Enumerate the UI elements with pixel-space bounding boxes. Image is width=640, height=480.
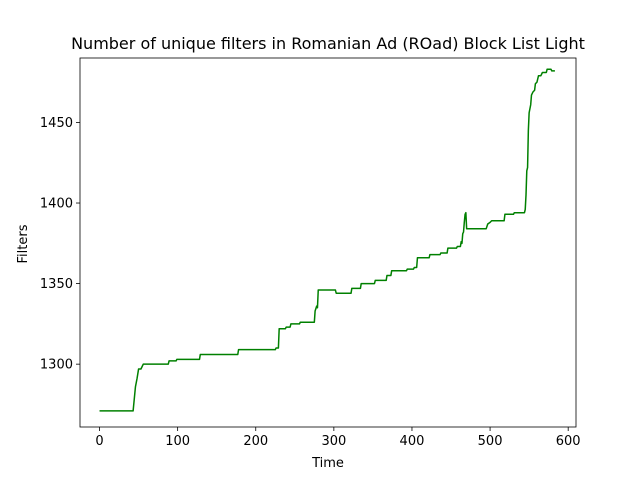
x-tick-label: 0 [95,434,103,449]
x-tick-label: 600 [556,434,581,449]
y-tick-label: 1300 [40,358,73,373]
y-tick-label: 1350 [40,277,73,292]
x-tick-label: 300 [321,434,346,449]
x-tick-label: 100 [165,434,190,449]
y-tick-label: 1450 [40,116,73,131]
x-tick-label: 500 [478,434,503,449]
x-axis-label: Time [311,456,344,471]
series-line-0 [99,68,555,412]
y-axis-label: Filters [16,224,31,263]
x-tick-label: 400 [400,434,425,449]
x-tick-label: 200 [243,434,268,449]
plot-area: 0 100 200 300 400 500 600 1300 1350 1400 1450 [40,57,581,449]
y-tick-label: 1400 [40,197,73,212]
chart-title: Number of unique filters in Romanian Ad … [71,34,585,53]
axes-frame [79,57,577,428]
